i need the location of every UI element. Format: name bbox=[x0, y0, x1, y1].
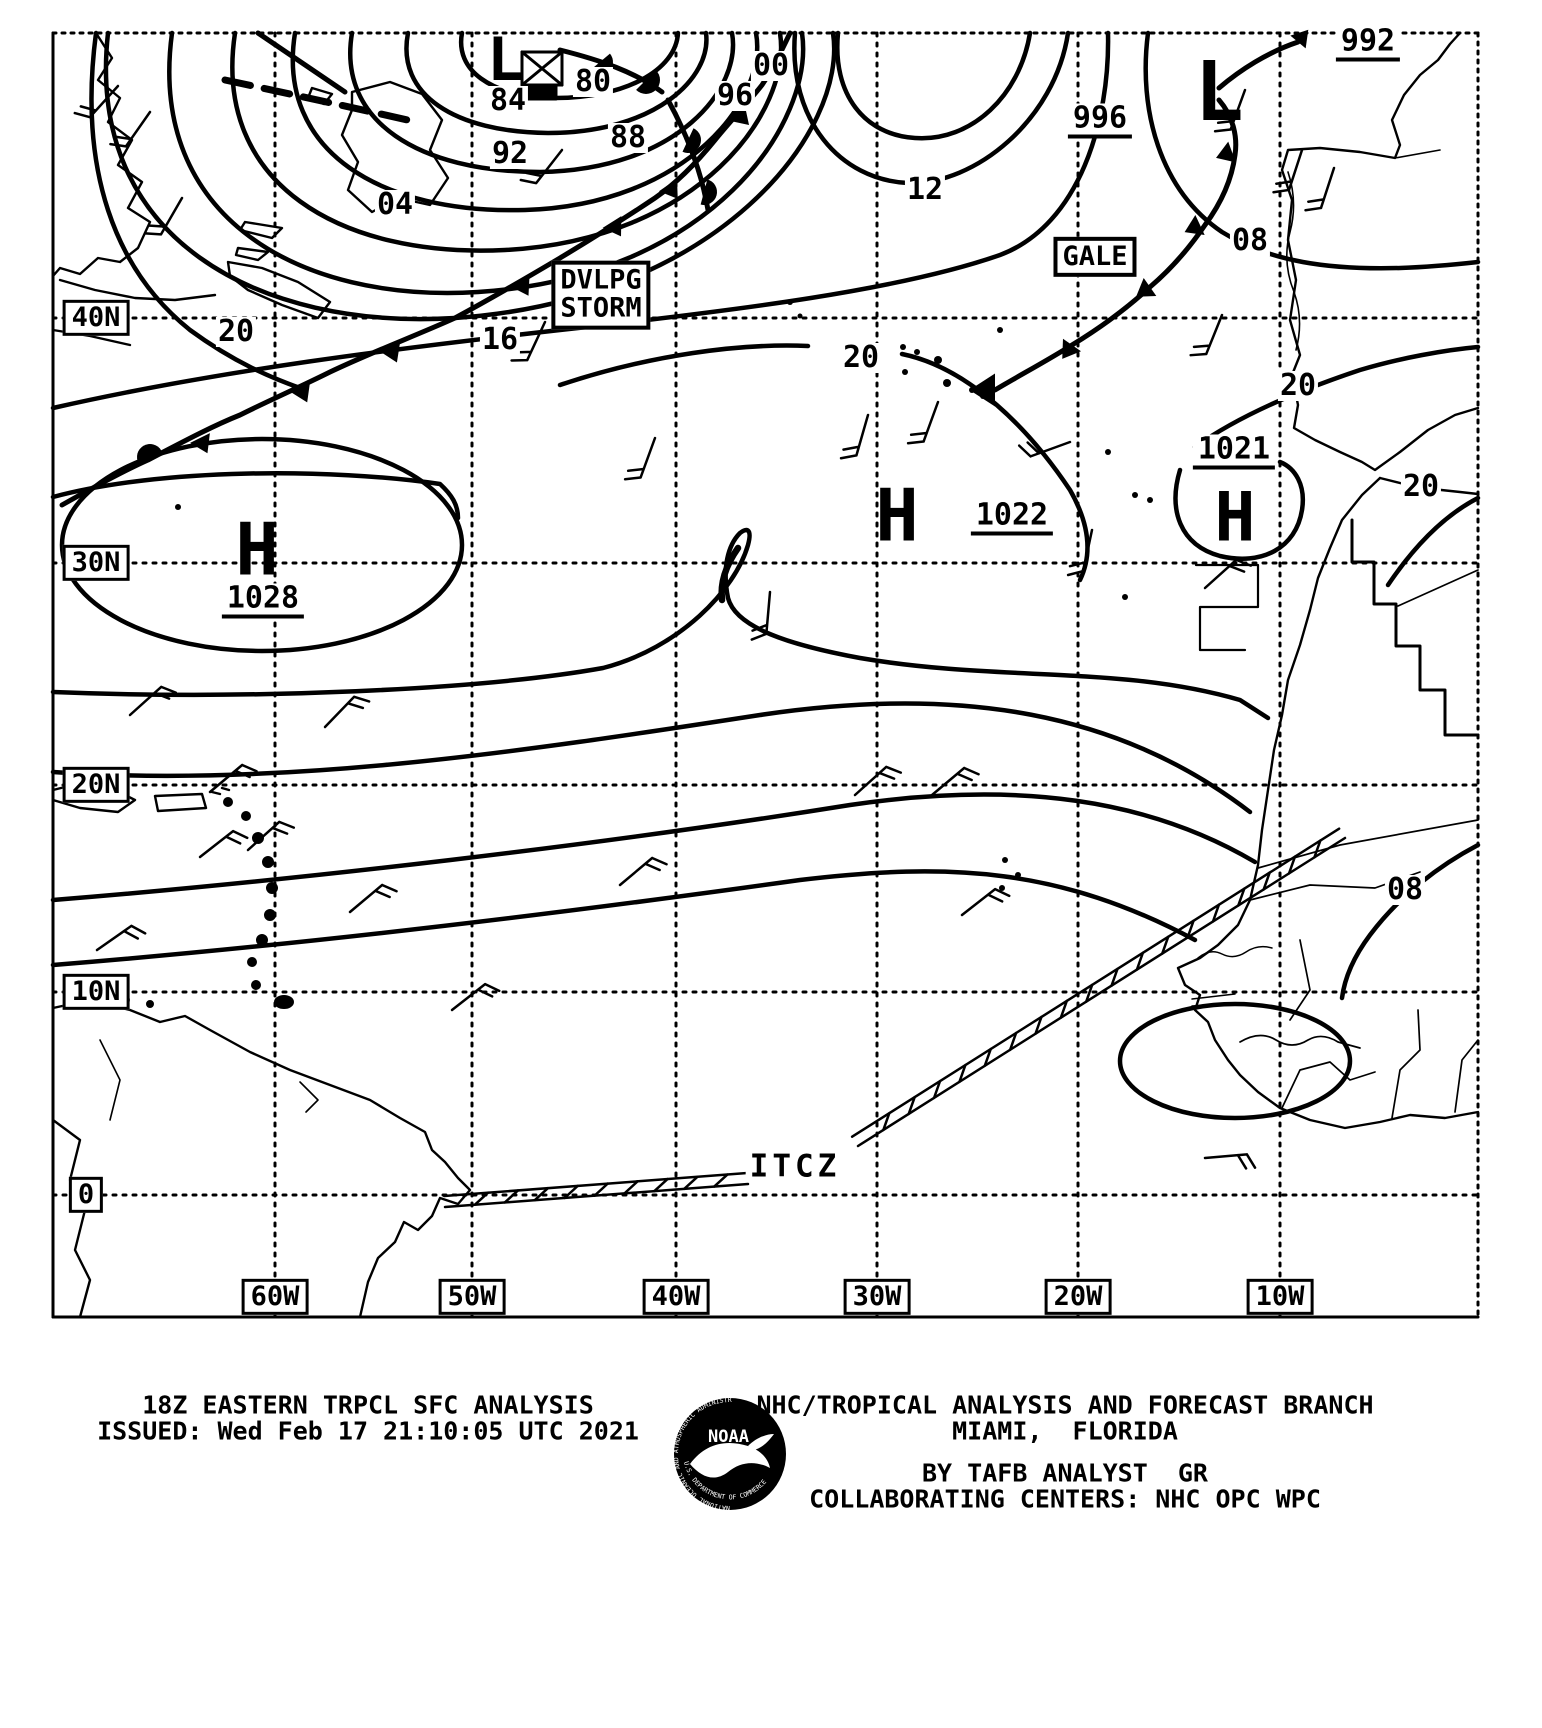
wind-barb bbox=[618, 856, 668, 887]
isobar-label: 80 bbox=[572, 64, 614, 99]
wind-barb bbox=[450, 982, 501, 1012]
wind-barb bbox=[144, 196, 184, 236]
wind-barb bbox=[1203, 1153, 1257, 1170]
wind-barb bbox=[1213, 88, 1247, 133]
latitude-label: 10N bbox=[62, 973, 130, 1011]
dashed-trough bbox=[221, 76, 416, 125]
coastline-africa bbox=[1176, 476, 1480, 1130]
pressure-value: 1028 bbox=[221, 583, 305, 619]
isobar-label: 20 bbox=[1400, 469, 1442, 504]
isobar-label: 20 bbox=[840, 340, 882, 375]
annotation-box: DVLPG STORM bbox=[551, 260, 651, 330]
wind-barb bbox=[348, 883, 398, 914]
pressure-value: 1021 bbox=[1192, 434, 1276, 470]
isobar-label: 00 bbox=[750, 48, 792, 83]
wind-barb bbox=[853, 765, 903, 797]
wind-barb bbox=[1304, 166, 1336, 212]
isobar-label: 20 bbox=[1277, 368, 1319, 403]
latitude-label: 30N bbox=[62, 544, 130, 582]
isobar-label: 16 bbox=[479, 322, 521, 357]
wind-barb bbox=[750, 590, 772, 641]
noaa-logo: NOAA NATIONAL OCEANIC AND ATMOSPHERIC AD… bbox=[670, 1394, 786, 1512]
wind-barb bbox=[1017, 440, 1072, 458]
front-cold-east-north bbox=[1216, 39, 1301, 91]
wind-barb bbox=[960, 887, 1011, 917]
issued-timestamp: ISSUED: Wed Feb 17 21:10:05 UTC 2021 bbox=[97, 1416, 639, 1446]
wind-barb bbox=[208, 763, 258, 794]
high-center-symbol: H bbox=[1214, 478, 1256, 558]
longitude-label: 60W bbox=[241, 1278, 309, 1316]
low-center-symbol: L bbox=[1194, 45, 1244, 141]
latitude-label: 20N bbox=[62, 766, 130, 804]
lesser-antilles bbox=[122, 797, 294, 1009]
analyst-line: BY TAFB ANALYST GR bbox=[922, 1458, 1208, 1488]
itcz-label: ITCZ bbox=[745, 1151, 845, 1183]
isobar-label: 20 bbox=[215, 314, 257, 349]
wind-barb bbox=[73, 84, 120, 119]
wind-barb bbox=[623, 436, 657, 481]
high-center-symbol: H bbox=[875, 473, 919, 558]
africa-borders bbox=[1194, 518, 1480, 1119]
wind-barb bbox=[906, 400, 940, 445]
wind-barb bbox=[128, 685, 178, 717]
front-occluded-west bbox=[59, 30, 793, 508]
branch-name: NHC/TROPICAL ANALYSIS AND FORECAST BRANC… bbox=[756, 1390, 1374, 1420]
wind-barbs bbox=[73, 84, 1336, 1170]
wind-barb bbox=[95, 924, 147, 952]
longitude-label: 10W bbox=[1246, 1278, 1314, 1316]
isobar-label: 96 bbox=[714, 78, 756, 113]
wind-barb bbox=[109, 110, 152, 148]
isobar-label: 88 bbox=[607, 120, 649, 155]
itcz-band bbox=[442, 827, 1347, 1209]
coastline-europe bbox=[1280, 31, 1480, 472]
pressure-value: 1022 bbox=[970, 500, 1054, 536]
longitude-label: 20W bbox=[1044, 1278, 1112, 1316]
isobar-label: 92 bbox=[489, 136, 531, 171]
wind-barb bbox=[246, 820, 296, 852]
issued-title: 18Z EASTERN TRPCL SFC ANALYSIS bbox=[142, 1390, 594, 1420]
high-center-symbol: H bbox=[235, 507, 279, 592]
wind-barb bbox=[839, 413, 870, 460]
isobar-label: 08 bbox=[1384, 872, 1426, 907]
pressure-value: 996 bbox=[1067, 103, 1133, 139]
wind-barb bbox=[1203, 558, 1253, 590]
front-stub-topleft bbox=[255, 30, 348, 95]
collab-line: COLLABORATING CENTERS: NHC OPC WPC bbox=[809, 1484, 1321, 1514]
annotation-box: GALE bbox=[1053, 236, 1137, 278]
trough-line bbox=[718, 544, 742, 604]
front-symbols bbox=[137, 29, 1309, 464]
wind-barb bbox=[519, 148, 564, 185]
isobar-label: 04 bbox=[374, 187, 416, 222]
latitude-label: 40N bbox=[62, 299, 130, 337]
wind-barb bbox=[930, 766, 980, 797]
wind-barb bbox=[1066, 528, 1094, 577]
low-position-symbols bbox=[520, 50, 564, 101]
wind-barb bbox=[1189, 313, 1224, 357]
wind-barb bbox=[1272, 148, 1304, 194]
longitude-label: 50W bbox=[438, 1278, 506, 1316]
map-frame bbox=[51, 31, 1480, 1319]
islands bbox=[175, 299, 1153, 891]
front-cold-east bbox=[992, 97, 1239, 393]
longitude-label: 30W bbox=[843, 1278, 911, 1316]
isobars bbox=[50, 30, 1481, 1121]
longitude-label: 40W bbox=[642, 1278, 710, 1316]
isobar-label: 08 bbox=[1229, 223, 1271, 258]
low-center-symbol: L bbox=[486, 25, 524, 95]
noaa-logo-wordmark: NOAA bbox=[708, 1427, 749, 1447]
fronts bbox=[59, 30, 1301, 508]
isobar-label: 84 bbox=[487, 83, 529, 118]
pressure-value: 992 bbox=[1335, 26, 1401, 62]
latitude-label: 0 bbox=[68, 1176, 104, 1214]
isobar-label: 12 bbox=[904, 172, 946, 207]
wind-barb bbox=[198, 829, 249, 859]
coastline-south-america bbox=[51, 780, 472, 1319]
wind-barb bbox=[323, 695, 371, 729]
branch-location: MIAMI, FLORIDA bbox=[952, 1416, 1178, 1446]
